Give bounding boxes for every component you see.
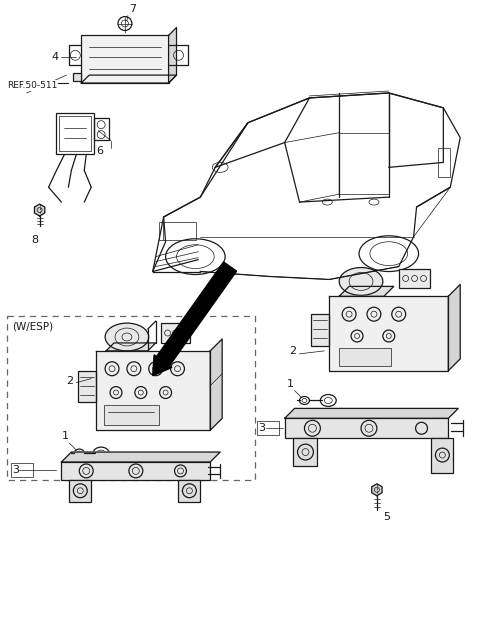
Bar [73, 73, 81, 81]
Text: 8: 8 [32, 235, 39, 245]
Polygon shape [106, 343, 156, 351]
Text: 6: 6 [96, 146, 103, 156]
Polygon shape [339, 286, 394, 296]
Text: REF.50-511: REF.50-511 [7, 81, 57, 90]
Bar [312, 314, 329, 346]
Text: 1: 1 [287, 379, 294, 389]
Bar [70, 480, 91, 502]
Polygon shape [96, 351, 210, 430]
Text: 5: 5 [383, 511, 390, 522]
Bar [11, 463, 33, 477]
Text: 2: 2 [66, 375, 73, 385]
Bar [81, 35, 168, 83]
Bar [161, 323, 191, 343]
Text: 4: 4 [51, 53, 59, 62]
Text: 2: 2 [289, 346, 297, 356]
Bar [7, 316, 255, 480]
Text: 1: 1 [61, 431, 69, 441]
Bar [94, 118, 109, 140]
Bar [257, 422, 279, 436]
Bar [293, 438, 317, 466]
Polygon shape [35, 204, 45, 216]
Polygon shape [61, 452, 220, 462]
Polygon shape [448, 284, 460, 371]
Polygon shape [285, 408, 458, 418]
Text: 3: 3 [258, 423, 265, 433]
Ellipse shape [339, 268, 383, 296]
Bar [78, 371, 96, 403]
Polygon shape [210, 339, 222, 430]
Text: 7: 7 [129, 4, 136, 13]
Text: 3: 3 [12, 465, 19, 475]
Polygon shape [329, 296, 448, 371]
Ellipse shape [105, 323, 149, 351]
Polygon shape [81, 75, 177, 83]
Polygon shape [168, 27, 177, 83]
Bar [57, 113, 94, 154]
FancyArrow shape [153, 262, 237, 375]
Bar [438, 147, 450, 177]
Bar [60, 116, 91, 151]
Polygon shape [372, 484, 382, 496]
Text: (W/ESP): (W/ESP) [12, 321, 53, 331]
Bar [432, 438, 453, 473]
Bar [179, 480, 200, 502]
Bar [104, 406, 159, 425]
Bar [399, 268, 431, 289]
Bar [159, 222, 196, 240]
Bar [339, 348, 391, 366]
Bar [285, 418, 448, 438]
Bar [61, 462, 210, 480]
